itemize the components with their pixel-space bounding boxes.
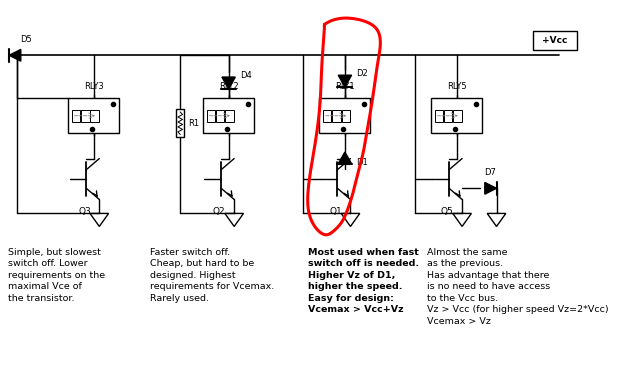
Text: Simple, but slowest
switch off. Lower
requirements on the
maximal Vce of
the tra: Simple, but slowest switch off. Lower re… (8, 248, 106, 303)
Polygon shape (338, 75, 352, 87)
Text: D5: D5 (20, 35, 32, 44)
Text: RLY3: RLY3 (84, 82, 104, 90)
Text: RLY2: RLY2 (219, 82, 238, 90)
Bar (176, 109, 184, 137)
Bar (323, 110, 331, 122)
Text: Q3: Q3 (78, 207, 91, 216)
Polygon shape (485, 182, 497, 194)
Text: R1: R1 (188, 119, 199, 128)
Bar (333, 110, 341, 122)
Bar (431, 98, 482, 134)
Polygon shape (9, 49, 21, 61)
Text: Q1: Q1 (329, 207, 342, 216)
Bar (72, 110, 80, 122)
Text: D7: D7 (484, 168, 496, 177)
Bar (225, 110, 233, 122)
Bar (207, 110, 215, 122)
Text: D4: D4 (240, 71, 251, 80)
Bar (444, 110, 452, 122)
Text: +Vcc: +Vcc (542, 36, 567, 45)
Text: Q5: Q5 (441, 207, 453, 216)
Text: Q2: Q2 (213, 207, 226, 216)
Bar (203, 98, 254, 134)
Bar (319, 98, 370, 134)
Bar (434, 110, 443, 122)
Polygon shape (222, 77, 235, 89)
Bar (81, 110, 90, 122)
Text: RLY1: RLY1 (335, 82, 355, 90)
Text: Most used when fast
switch off is needed.
Higher Vz of D1,
higher the speed.
Eas: Most used when fast switch off is needed… (308, 248, 418, 314)
Text: D1: D1 (356, 158, 368, 167)
Polygon shape (338, 152, 352, 164)
FancyBboxPatch shape (533, 31, 576, 50)
Bar (68, 98, 120, 134)
Bar (216, 110, 225, 122)
Text: Almost the same
as the previous.
Has advantage that there
is no need to have acc: Almost the same as the previous. Has adv… (427, 248, 609, 326)
Bar (342, 110, 350, 122)
Bar (453, 110, 462, 122)
Text: RLY5: RLY5 (446, 82, 466, 90)
Text: Faster switch off.
Cheap, but hard to be
designed. Highest
requirements for Vcem: Faster switch off. Cheap, but hard to be… (149, 248, 273, 303)
Text: D2: D2 (356, 69, 368, 79)
Bar (90, 110, 99, 122)
